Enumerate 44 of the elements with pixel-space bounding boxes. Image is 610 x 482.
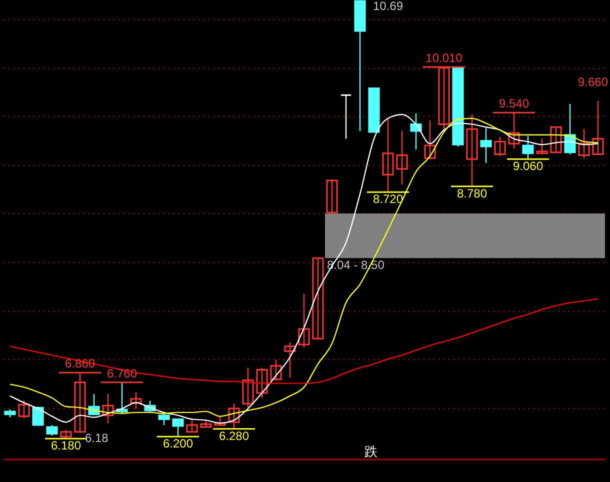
candlestick: [382, 118, 394, 193]
candlestick: [550, 126, 562, 154]
candlestick: [284, 342, 296, 378]
candlestick: [46, 424, 58, 436]
annotation: 6.200: [162, 436, 194, 451]
annotation: 9.540: [498, 96, 530, 111]
candlestick: [424, 120, 436, 159]
annotation: 6.280: [218, 428, 250, 443]
annotation: 8.780: [456, 186, 488, 200]
candlestick: [256, 367, 268, 398]
candlestick: [242, 367, 254, 408]
annotation: 10.010: [426, 50, 463, 65]
candlestick: [102, 393, 114, 424]
annotation: 10.69: [373, 0, 404, 13]
candlestick: [270, 359, 282, 381]
candlestick: [228, 403, 240, 430]
candlestick: [298, 293, 310, 348]
candlestick: [340, 94, 352, 140]
annotation: 9.060: [512, 159, 544, 174]
candlestick: [186, 418, 198, 433]
candlestick: [592, 100, 604, 156]
annotation: 6.180: [50, 438, 82, 453]
candlestick: [494, 136, 506, 157]
annotation: 6.860: [64, 356, 96, 371]
candlestick: [214, 416, 226, 427]
candlestick: [578, 128, 590, 159]
annotation: 跌: [364, 444, 378, 459]
candlestick: [466, 114, 478, 187]
annotation: 6.18: [85, 431, 109, 445]
candlestick: [172, 418, 184, 438]
annotation: 6.760: [106, 366, 138, 380]
candlestick: [130, 391, 142, 410]
candlestick: [480, 127, 492, 164]
candlestick: [312, 257, 324, 340]
candlestick: [158, 412, 170, 426]
candlestick: [326, 178, 338, 214]
candlestick: [536, 138, 548, 154]
annotation: 8.720: [372, 192, 404, 206]
candlestick: [18, 400, 30, 419]
candlestick: [396, 130, 408, 185]
candlestick: [522, 135, 534, 160]
candlestick: [410, 112, 422, 150]
annotation: 9.660: [578, 75, 608, 89]
candlestick: [32, 406, 44, 427]
